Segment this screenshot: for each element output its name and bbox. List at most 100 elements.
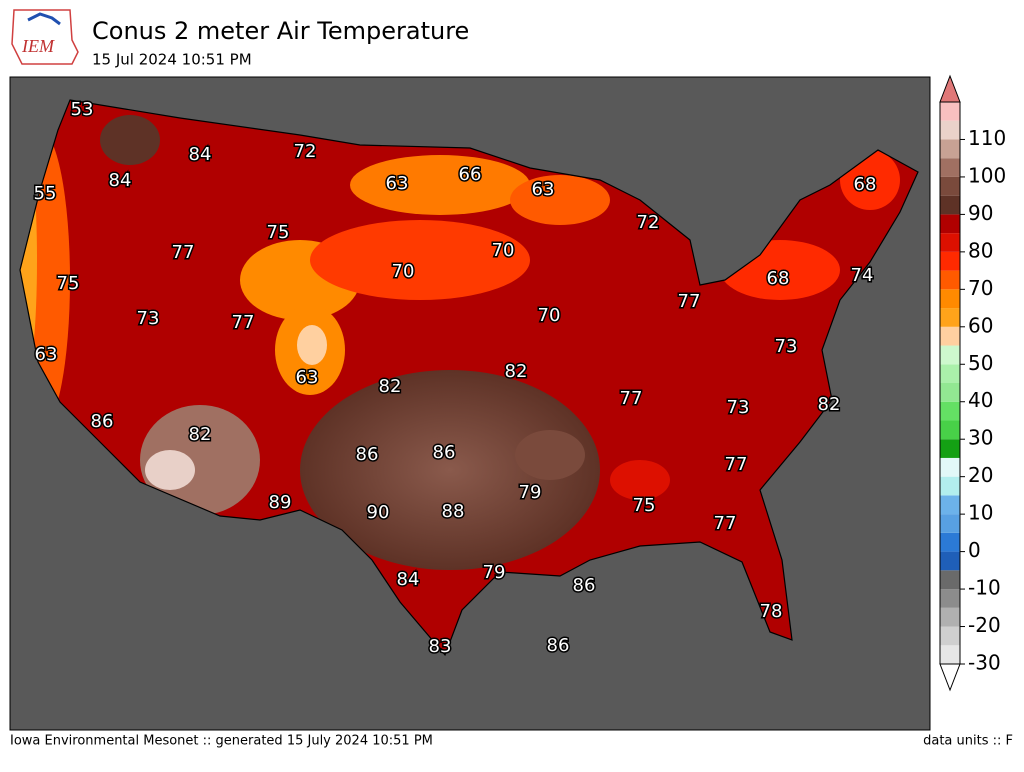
temperature-label: 55 — [34, 183, 57, 204]
tick-label: -30 — [968, 651, 1001, 675]
temperature-label: 84 — [109, 170, 132, 191]
colorbar-segment — [940, 476, 960, 496]
colorbar-segment — [940, 195, 960, 215]
temperature-label: 90 — [367, 502, 390, 523]
temperature-label: 79 — [519, 482, 542, 503]
tick-label: 110 — [968, 126, 1006, 150]
logo: IEM — [11, 9, 79, 65]
colorbar-segment — [940, 326, 960, 346]
temperature-label: 70 — [492, 240, 515, 261]
colorbar-segment — [940, 420, 960, 440]
colorbar-segment — [940, 401, 960, 421]
temperature-label: 84 — [397, 569, 420, 590]
temperature-label: 78 — [760, 601, 783, 622]
temperature-label: 63 — [296, 367, 319, 388]
colorbar-segment — [940, 214, 960, 234]
tick-label: 60 — [968, 313, 993, 337]
temperature-label: 77 — [714, 513, 737, 534]
temperature-label: 53 — [71, 99, 94, 120]
colorbar-arrow — [939, 663, 961, 692]
tick-label: 40 — [968, 388, 993, 412]
colorbar-frame — [939, 101, 961, 665]
tick-label: 100 — [968, 163, 1006, 187]
colorbar-segment — [940, 308, 960, 327]
footer-right: data units :: F — [923, 734, 1013, 749]
colorbar: -30 -20 -10 0 10 20 30 40 50 60 70 80 90 100 110 — [939, 74, 1006, 692]
colorbar-segment — [940, 570, 960, 590]
colorbar-segment — [940, 457, 960, 477]
tick-label: 0 — [968, 538, 981, 562]
temperature-label: 82 — [379, 376, 402, 397]
tick-label: 80 — [968, 238, 993, 262]
colorbar-segment — [940, 270, 960, 290]
temperature-label: 72 — [294, 141, 317, 162]
colorbar-segment — [940, 383, 960, 402]
station-labels: 53 84 72 63 66 63 68 55 84 72 75 77 70 70 75 73 77 70 77 68… — [32, 98, 878, 659]
temperature-label: 77 — [678, 291, 701, 312]
temperature-label: 70 — [538, 305, 561, 326]
tick-label: 20 — [968, 463, 993, 487]
temperature-label: 68 — [854, 174, 877, 195]
colorbar-segment — [940, 626, 960, 646]
colorbar-segment — [940, 233, 960, 252]
colorbar-segment — [940, 139, 960, 159]
temperature-label: 86 — [356, 444, 379, 465]
colorbar-segment — [940, 158, 960, 177]
temperature-label: 88 — [442, 501, 465, 522]
temperature-label: 73 — [727, 397, 750, 418]
colorbar-segment — [940, 514, 960, 533]
temperature-label: 70 — [392, 261, 415, 282]
tick-label: 30 — [968, 426, 993, 450]
temperature-label: 75 — [633, 495, 656, 516]
colorbar-segment — [940, 364, 960, 383]
temperature-label: 83 — [429, 636, 452, 657]
temperature-label: 86 — [573, 575, 596, 596]
colorbar-segment — [940, 176, 960, 196]
colorbar-segment — [940, 532, 960, 552]
colorbar-segment — [940, 439, 960, 458]
temperature-label: 77 — [172, 242, 195, 263]
logo-text: IEM — [21, 36, 55, 56]
temperature-label: 77 — [620, 388, 643, 409]
colorbar-segment — [940, 551, 960, 571]
temperature-label: 82 — [818, 394, 841, 415]
tick-label: 70 — [968, 276, 993, 300]
colorbar-segment — [940, 345, 960, 365]
colorbar-segment — [940, 645, 960, 664]
tick-label: -10 — [968, 576, 1001, 600]
colorbar-arrow — [939, 74, 961, 103]
temperature-label: 86 — [91, 411, 114, 432]
temperature-label: 89 — [269, 492, 292, 513]
colorbar-segment — [940, 102, 960, 121]
colorbar-segment — [940, 289, 960, 309]
colorbar-segment — [940, 251, 960, 271]
footer-left: Iowa Environmental Mesonet :: generated … — [10, 734, 433, 749]
temperature-label: 82 — [505, 361, 528, 382]
temperature-label: 73 — [137, 308, 160, 329]
colorbar-segment — [940, 607, 960, 627]
temperature-label: 72 — [637, 212, 660, 233]
temperature-label: 74 — [851, 265, 874, 286]
colorbar-segment — [940, 495, 960, 515]
temperature-label: 68 — [767, 268, 790, 289]
temperature-label: 77 — [232, 312, 255, 333]
subtitle: 15 Jul 2024 10:51 PM — [92, 51, 252, 69]
temperature-label: 63 — [386, 173, 409, 194]
temperature-label: 75 — [57, 273, 80, 294]
temperature-label: 77 — [725, 454, 748, 475]
tick-label: 50 — [968, 351, 993, 375]
tick-label: 90 — [968, 201, 993, 225]
tick-label: 10 — [968, 501, 993, 525]
temperature-label: 66 — [459, 164, 482, 185]
temperature-label: 73 — [775, 336, 798, 357]
temperature-label: 86 — [547, 635, 570, 656]
temperature-label: 82 — [189, 424, 212, 445]
colorbar-segment — [940, 589, 960, 608]
temperature-label: 79 — [483, 562, 506, 583]
temperature-label: 75 — [267, 222, 290, 243]
temperature-label: 84 — [189, 144, 212, 165]
temperature-label: 63 — [35, 344, 58, 365]
title: Conus 2 meter Air Temperature — [92, 17, 469, 45]
temperature-label: 86 — [433, 442, 456, 463]
